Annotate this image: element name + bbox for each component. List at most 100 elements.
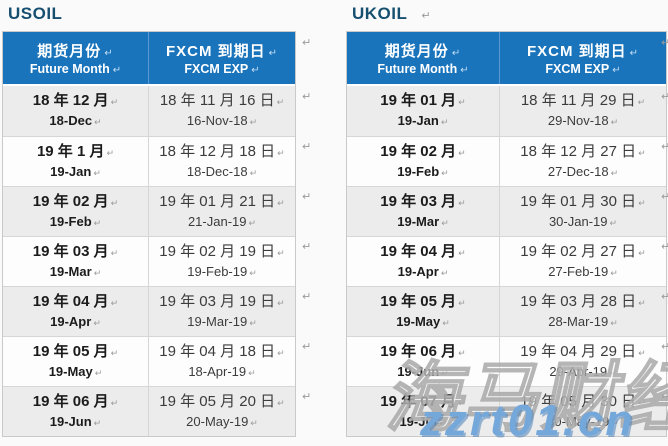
paragraph-mark-icon: ↵: [302, 91, 312, 103]
paragraph-mark-icon: ↵: [93, 167, 101, 178]
table-row: 19 年 06 月 ↵ 19-Jun ↵ 19 年 05 月 20 日 ↵ 20-Ma…: [3, 386, 295, 436]
paragraph-mark-icon: ↵: [661, 291, 668, 303]
cell-zh-line: 18 年 12 月 27 日 ↵: [520, 142, 646, 160]
paragraph-mark-icon: ↵: [277, 347, 285, 358]
cell-en-line: 19-Apr ↵: [397, 263, 449, 279]
paragraph-mark-icon: ↵: [249, 117, 258, 127]
table-row: 19 年 01 月 ↵ 19-Jan ↵ 18 年 11 月 29 日 ↵ 29-No…: [347, 86, 666, 136]
cell-en-line: 27-Feb-19 ↵: [548, 263, 618, 279]
paragraph-mark-icon: ↵: [277, 297, 285, 308]
exp-date-cell: 18 年 11 月 29 日 ↵ 29-Nov-18 ↵: [499, 86, 666, 136]
cell-zh-line: 18 年 12 月 ↵: [32, 92, 119, 109]
exp-date-cell: 19 年 04 月 18 日 ↵ 18-Apr-19 ↵: [148, 337, 295, 386]
paragraph-mark-icon: ↵: [638, 347, 646, 358]
usoil-table: 期货月份 ↵ Future Month ↵ FXCM 到期日 ↵ FXCM EXP ↵ …: [2, 31, 296, 437]
paragraph-mark-icon: ↵: [93, 217, 102, 228]
table-row: 18 年 12 月 ↵ 18-Dec ↵ 18 年 11 月 16 日 ↵ 16-No…: [3, 86, 295, 136]
cell-en-line: 19-Jun ↵: [397, 363, 449, 379]
paragraph-mark-icon: ↵: [638, 147, 646, 158]
ukoil-title-text: UKOIL: [352, 4, 408, 23]
paragraph-mark-icon: ↵: [661, 391, 668, 403]
table-row: 19 年 05 月 ↵ 19-May ↵ 19 年 03 月 28 日 ↵ 28-Ma…: [347, 286, 666, 336]
paragraph-mark-icon: ↵: [110, 97, 119, 107]
future-month-header-zh: 期货月份 ↵: [384, 43, 462, 60]
paragraph-mark-icon: ↵: [638, 247, 646, 258]
future-month-header-en: Future Month ↵: [29, 62, 122, 76]
cell-en-line: 27-Dec-18 ↵: [547, 163, 619, 179]
fxcm-exp-header-en: FXCM EXP ↵: [545, 62, 621, 76]
paragraph-mark-icon: ↵: [661, 91, 668, 103]
cell-zh-line: 19 年 01 月 21 日 ↵: [159, 192, 285, 210]
paragraph-mark-icon: ↵: [441, 167, 449, 178]
exp-date-cell: 18 年 11 月 16 日 ↵ 16-Nov-18 ↵: [148, 86, 295, 136]
future-month-cell: 19 年 05 月 ↵ 19-May ↵: [347, 287, 499, 336]
cell-en-line: 21-Jan-19 ↵: [187, 213, 257, 229]
paragraph-mark-icon: ↵: [94, 117, 102, 127]
paragraph-mark-icon: ↵: [93, 267, 102, 278]
cell-zh-line: 19 年 04 月 18 日 ↵: [159, 342, 285, 360]
cell-zh-line: 19 年 02 月 ↵: [380, 142, 466, 160]
cell-zh-line: 19 年 06 月 ↵: [380, 342, 466, 360]
table-row: 19 年 07 月 ↵ 19-Jul ↵ 19 年 05 月 30 日 ↵ 30-Ma…: [347, 386, 666, 436]
table-row: 19 年 06 月 ↵ 19-Jun ↵ 19 年 04 月 29 日 ↵ 29-Ap…: [347, 336, 666, 386]
cell-zh-line: 19 年 04 月 ↵: [380, 242, 466, 260]
cell-en-line: 29-Apr-19 ↵: [549, 363, 617, 379]
paragraph-mark-icon: ↵: [441, 217, 449, 228]
cell-en-line: 19-Jan ↵: [50, 163, 101, 179]
exp-date-cell: 19 年 03 月 19 日 ↵ 19-Mar-19 ↵: [148, 287, 295, 336]
future-month-cell: 19 年 04 月 ↵ 19-Apr ↵: [3, 287, 148, 336]
cell-en-line: 19-Feb ↵: [397, 163, 449, 179]
ukoil-title: UKOIL ↵: [352, 4, 431, 24]
exp-date-cell: 19 年 01 月 21 日 ↵ 21-Jan-19 ↵: [148, 187, 295, 236]
paragraph-mark-icon: ↵: [249, 167, 258, 178]
exp-date-cell: 18 年 12 月 27 日 ↵ 27-Dec-18 ↵: [499, 137, 666, 186]
future-month-header: 期货月份 ↵ Future Month ↵: [3, 32, 148, 84]
paragraph-mark-icon: ↵: [460, 65, 469, 76]
cell-en-line: 30-May-19 ↵: [547, 413, 619, 429]
paragraph-mark-icon: ↵: [661, 191, 668, 203]
cell-en-line: 19-Mar ↵: [49, 263, 102, 279]
paragraph-mark-icon: ↵: [277, 397, 285, 408]
paragraph-mark-icon: ↵: [610, 167, 619, 178]
future-month-cell: 19 年 1 月 ↵ 19-Jan ↵: [3, 137, 148, 186]
exp-date-cell: 19 年 02 月 27 日 ↵ 27-Feb-19 ↵: [499, 237, 666, 286]
cell-en-line: 19-May ↵: [396, 313, 450, 329]
future-month-cell: 19 年 06 月 ↵ 19-Jun ↵: [347, 337, 499, 386]
exp-date-cell: 19 年 02 月 19 日 ↵ 19-Feb-19 ↵: [148, 237, 295, 286]
cell-zh-line: 19 年 03 月 28 日 ↵: [520, 292, 646, 310]
cell-zh-line: 19 年 02 月 27 日 ↵: [520, 242, 646, 260]
paragraph-mark-icon: ↵: [249, 317, 257, 328]
future-month-header-zh: 期货月份 ↵: [37, 43, 114, 60]
fxcm-exp-header-zh: FXCM 到期日 ↵: [165, 43, 279, 60]
paragraph-mark-icon: ↵: [421, 10, 432, 22]
paragraph-mark-icon: ↵: [609, 217, 618, 228]
fxcm-exp-header-en: FXCM EXP ↵: [184, 62, 260, 76]
cell-en-line: 20-May-19 ↵: [186, 413, 258, 429]
future-month-header-en: Future Month ↵: [377, 62, 469, 76]
paragraph-mark-icon: ↵: [302, 291, 312, 303]
cell-zh-line: 19 年 04 月 29 日 ↵: [520, 342, 646, 360]
table-body: 18 年 12 月 ↵ 18-Dec ↵ 18 年 11 月 16 日 ↵ 16-No…: [3, 86, 295, 436]
paragraph-mark-icon: ↵: [112, 65, 122, 76]
paragraph-mark-icon: ↵: [638, 197, 646, 208]
paragraph-mark-icon: ↵: [249, 267, 257, 278]
paragraph-mark-icon: ↵: [302, 37, 312, 49]
cell-en-line: 18-Apr-19 ↵: [188, 363, 256, 379]
cell-zh-line: 19 年 07 月 ↵: [380, 392, 466, 410]
cell-zh-line: 18 年 11 月 29 日 ↵: [520, 92, 646, 109]
paragraph-mark-icon: ↵: [248, 217, 257, 228]
table-row: 19 年 05 月 ↵ 19-May ↵ 19 年 04 月 18 日 ↵ 18-Ap…: [3, 336, 295, 386]
paragraph-mark-icon: ↵: [439, 417, 447, 428]
paragraph-mark-icon: ↵: [610, 117, 619, 127]
table-row: 19 年 04 月 ↵ 19-Apr ↵ 19 年 02 月 27 日 ↵ 27-Fe…: [347, 236, 666, 286]
paragraph-mark-icon: ↵: [629, 48, 640, 59]
cell-zh-line: 19 年 01 月 ↵: [380, 92, 466, 109]
future-month-cell: 19 年 03 月 ↵ 19-Mar ↵: [347, 187, 499, 236]
future-month-cell: 18 年 12 月 ↵ 18-Dec ↵: [3, 86, 148, 136]
paragraph-mark-icon: ↵: [451, 48, 462, 59]
paragraph-mark-icon: ↵: [458, 147, 466, 158]
paragraph-mark-icon: ↵: [458, 97, 466, 107]
paragraph-mark-icon: ↵: [110, 197, 119, 208]
paragraph-mark-icon: ↵: [268, 48, 279, 59]
paragraph-mark-icon: ↵: [250, 417, 258, 428]
